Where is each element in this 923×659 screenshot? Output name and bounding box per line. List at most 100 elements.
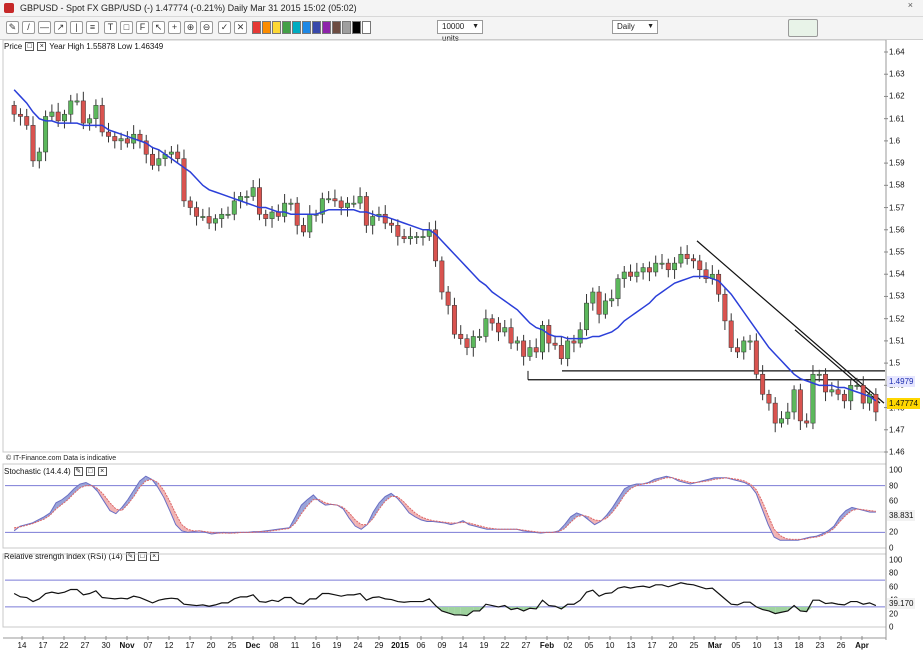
date-tick-label: 16 (311, 641, 321, 650)
chart-settings-button[interactable] (788, 19, 818, 37)
candle-up (791, 389, 797, 413)
stochastic-fill (468, 523, 475, 527)
color-swatch[interactable] (292, 21, 301, 34)
candle-down (382, 213, 388, 224)
zoom-in-icon[interactable]: ⊕ (184, 21, 197, 34)
stochastic-fill (397, 496, 404, 506)
rsi-oversold-fill (460, 606, 468, 616)
candle-down (728, 320, 734, 348)
stochastic-fill (373, 502, 380, 519)
stochastic-fill (163, 490, 170, 511)
color-swatch[interactable] (272, 21, 281, 34)
panel-close-icon[interactable]: × (37, 41, 47, 51)
candle-down (772, 402, 778, 424)
stochastic-fill (169, 501, 176, 525)
rsi-label: Relative strength index (RSI) (14) (4, 551, 123, 561)
stochastic-fill (684, 480, 691, 485)
candle-down (558, 345, 564, 359)
panel-settings-icon[interactable]: □ (25, 41, 35, 51)
pencil-tool-icon[interactable]: ✎ (6, 21, 19, 34)
panel-close-icon[interactable]: × (149, 551, 159, 561)
price-tick-label: 1.61 (889, 114, 905, 124)
candle-down (80, 100, 86, 124)
candle-up (420, 236, 426, 238)
rsi-panel-header: Relative strength index (RSI) (14) ✎ □ × (4, 550, 159, 562)
erase-tool-icon[interactable]: ✕ (234, 21, 247, 34)
color-swatch[interactable] (362, 21, 371, 34)
candle-up (590, 291, 596, 304)
color-swatch[interactable] (342, 21, 351, 34)
candle-up (156, 158, 162, 166)
rectangle-tool-icon[interactable]: □ (120, 21, 133, 34)
stochastic-tick-label: 60 (889, 496, 898, 506)
candle-up (225, 213, 231, 216)
stochastic-fill (301, 499, 308, 514)
line-tool-icon[interactable]: / (22, 21, 35, 34)
check-tool-icon[interactable]: ✓ (218, 21, 231, 34)
candle-down (684, 253, 690, 259)
panel-settings-icon[interactable]: □ (85, 466, 95, 476)
stochastic-fill (379, 496, 386, 509)
candle-down (521, 340, 527, 357)
candle-down (275, 211, 281, 217)
color-swatch[interactable] (302, 21, 311, 34)
channel-tool-icon[interactable]: ≡ (86, 21, 99, 34)
candle-up (785, 411, 791, 419)
rsi-oversold-fill (561, 606, 568, 609)
rsi-oversold-fill (762, 606, 769, 611)
text-tool-icon[interactable]: T (104, 21, 117, 34)
date-tick-label: 24 (353, 641, 363, 650)
color-swatch[interactable] (352, 21, 361, 34)
candle-up (621, 271, 627, 279)
rsi-oversold-fill (479, 606, 486, 611)
stochastic-fill (38, 516, 45, 522)
panel-settings-icon[interactable]: □ (137, 551, 147, 561)
candle-up (609, 298, 615, 302)
stochastic-fill (816, 533, 822, 538)
units-select[interactable]: 10000 units ▼ (437, 20, 483, 43)
stochastic-fill (654, 477, 661, 482)
chevron-down-icon: ▼ (472, 23, 479, 30)
color-swatch[interactable] (332, 21, 341, 34)
date-tick-label: 20 (206, 641, 216, 650)
candle-down (596, 291, 602, 315)
cursor-tool-icon[interactable]: ↖ (152, 21, 165, 34)
stochastic-fill (367, 512, 374, 525)
rsi-tick-label: 100 (889, 555, 903, 565)
color-swatch[interactable] (252, 21, 261, 34)
color-swatch[interactable] (322, 21, 331, 34)
stochastic-fill (839, 510, 846, 522)
panel-close-icon[interactable]: × (97, 466, 107, 476)
ray-tool-icon[interactable]: ↗ (54, 21, 67, 34)
candle-up (867, 393, 873, 404)
panel-edit-icon[interactable]: ✎ (125, 551, 135, 561)
stochastic-fill (445, 522, 451, 525)
vertical-line-icon[interactable]: | (70, 21, 83, 34)
stochastic-fill (690, 482, 697, 485)
candle-up (829, 389, 835, 393)
color-swatch[interactable] (312, 21, 321, 34)
stochastic-fill (492, 528, 499, 530)
window-close-icon[interactable]: × (907, 0, 913, 10)
candle-down (533, 347, 539, 353)
fibonacci-tool-icon[interactable]: F (136, 21, 149, 34)
candle-down (835, 389, 841, 395)
stochastic-fill (421, 516, 428, 522)
zoom-out-icon[interactable]: ⊖ (200, 21, 213, 34)
date-tick-label: 25 (227, 641, 237, 650)
downtrend-line-secondary (794, 329, 881, 404)
color-swatch[interactable] (262, 21, 271, 34)
rsi-oversold-fill (504, 606, 512, 610)
candle-down (338, 200, 344, 208)
stochastic-fill (768, 515, 775, 538)
color-swatch[interactable] (282, 21, 291, 34)
stochastic-label: Stochastic (14.4.4) (4, 466, 71, 476)
horizontal-line-icon[interactable]: — (38, 21, 51, 34)
stochastic-fill (708, 477, 715, 481)
stochastic-fill (863, 509, 870, 513)
panel-edit-icon[interactable]: ✎ (73, 466, 83, 476)
price-tick-label: 1.53 (889, 291, 905, 301)
period-select[interactable]: Daily ▼ (612, 20, 658, 34)
crosshair-tool-icon[interactable]: + (168, 21, 181, 34)
candle-up (426, 229, 432, 237)
